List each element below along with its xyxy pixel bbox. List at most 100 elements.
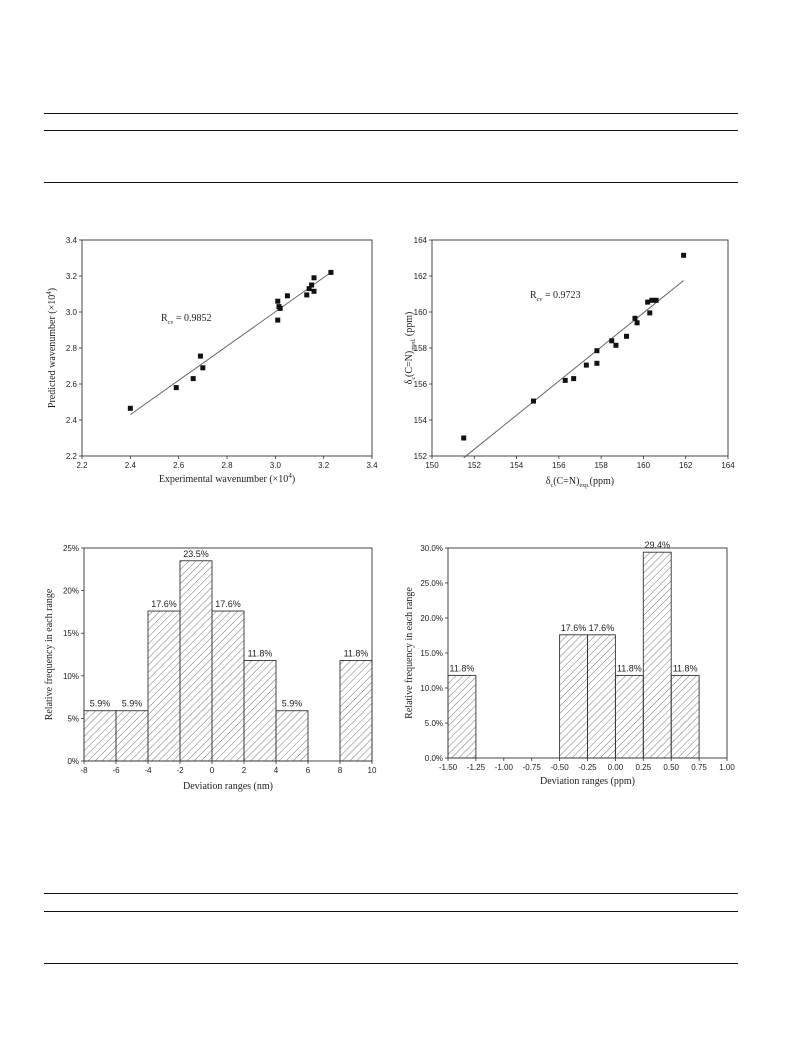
y-axis-label: Relative frequency in each range [404, 587, 415, 719]
data-point [309, 282, 315, 288]
x-axis-label-main: Experimental wavenumber (×10 [159, 474, 288, 485]
fit-line [130, 271, 332, 416]
histogram-bar [211, 610, 245, 762]
bar-value-label: 11.8% [344, 648, 369, 658]
x-tick-label: -1.00 [495, 763, 514, 772]
y-tick-label: 0% [67, 757, 79, 766]
y-tick-label: 2.6 [66, 380, 78, 389]
histogram-bar [670, 674, 700, 759]
bottom-rule-1 [44, 893, 738, 894]
r-symbol: R [161, 313, 168, 324]
bottom-rule-3 [44, 963, 738, 964]
histogram-shift-deviation: -1.50 -1.25 -1.00 -0.75 -0.50 -0.25 0.00 0.25 0.… [404, 540, 735, 787]
x-tick-label: 152 [468, 461, 482, 470]
data-point [197, 353, 203, 359]
histogram-bar [115, 710, 149, 762]
y-tick-label: 3.4 [66, 236, 78, 245]
x-tick-label: 162 [679, 461, 693, 470]
histogram-bar [642, 551, 672, 759]
y-tick-label: 20.0% [420, 614, 443, 623]
data-point [653, 297, 659, 303]
r-value: = 0.9723 [542, 290, 580, 301]
top-rule-2 [44, 130, 738, 131]
y-tick-label: 20% [63, 587, 79, 596]
y-tick-label: 0.0% [425, 754, 443, 763]
data-point [277, 305, 283, 311]
histogram-bar [147, 610, 181, 762]
data-point [328, 269, 334, 275]
r-subscript: cv [168, 320, 174, 326]
x-tick-label: 150 [425, 461, 439, 470]
x-tick-label: 4 [274, 766, 279, 775]
x-tick-label: 3.4 [366, 461, 378, 470]
y-tick-label: 2.2 [66, 452, 78, 461]
y-tick-label: 5% [67, 714, 79, 723]
y-tick-label: 5.0% [425, 719, 443, 728]
y-tick-label: 10.0% [420, 684, 443, 693]
data-point [624, 333, 630, 339]
x-tick-label: 156 [552, 461, 566, 470]
y-tick-label: 3.0 [66, 308, 78, 317]
x-tick-label: 10 [368, 766, 377, 775]
y-tick-label: 15% [63, 629, 79, 638]
panel-b-frame [431, 239, 729, 457]
data-point [275, 317, 281, 323]
data-point [583, 362, 589, 368]
data-point [530, 398, 536, 404]
bar-value-label: 11.8% [673, 663, 698, 673]
histogram-bar [243, 660, 277, 762]
data-point [634, 320, 640, 326]
bar-value-label: 11.8% [248, 648, 273, 658]
x-tick-label: 3.0 [270, 461, 282, 470]
x-tick-label: 2.4 [125, 461, 137, 470]
x-tick-label: 1.00 [719, 763, 735, 772]
data-point [613, 342, 619, 348]
y-axis-label-sub1: c [411, 377, 417, 380]
x-tick-label: 0 [210, 766, 215, 775]
x-axis-label-end: ) [292, 474, 295, 485]
y-axis-label-sub2: pred. [411, 338, 417, 351]
bar-value-label: 5.9% [122, 699, 143, 709]
x-tick-label: 158 [594, 461, 608, 470]
r-symbol: R [530, 290, 537, 301]
data-point [681, 252, 687, 258]
data-point [275, 298, 281, 304]
x-tick-label: 3.2 [318, 461, 330, 470]
y-axis-label: Relative frequency in each range [44, 588, 55, 720]
x-axis-label: δc(C=N)exp.(ppm) [546, 476, 614, 489]
x-tick-label: -1.25 [467, 763, 486, 772]
x-tick-label: 160 [637, 461, 651, 470]
x-axis-label-mid: (C=N) [553, 476, 579, 487]
y-axis-label-mid: (C=N) [404, 351, 415, 377]
data-point [306, 286, 312, 292]
bar-value-label: 17.6% [151, 599, 177, 609]
y-tick-label: 25.0% [420, 579, 443, 588]
bar-value-label: 17.6% [589, 623, 615, 633]
fit-line [463, 280, 684, 459]
x-axis-label: Deviation ranges (nm) [183, 781, 273, 792]
histogram-wavenumber-deviation: -8 -6 -4 -2 0 2 4 6 8 10 0% 5% 10% 15% 20% 25% 5.9% 5.9% 1… [44, 544, 377, 792]
x-tick-label: 164 [721, 461, 735, 470]
histogram-bar [83, 710, 117, 762]
x-tick-label: 0.50 [663, 763, 679, 772]
r-subscript: cv [537, 297, 543, 303]
x-tick-label: -2 [176, 766, 184, 775]
y-axis-label-end: (ppm) [404, 312, 415, 339]
y-tick-label: 2.4 [66, 416, 78, 425]
x-tick-label: -4 [144, 766, 152, 775]
data-point [200, 365, 206, 371]
data-point [632, 315, 638, 321]
x-axis-label-main: δ [546, 476, 551, 487]
x-tick-label: 2.6 [173, 461, 185, 470]
y-tick-label: 15.0% [420, 649, 443, 658]
x-tick-label: -8 [80, 766, 88, 775]
x-axis-label-sup: 4 [288, 472, 292, 480]
histogram-bar [447, 674, 477, 759]
y-axis-label: Predicted wavenumber (×104) [45, 288, 58, 408]
data-point [645, 299, 651, 305]
y-tick-label: 10% [63, 672, 79, 681]
x-tick-label: 154 [510, 461, 524, 470]
y-axis-label: δc(C=N)pred. (ppm) [404, 312, 417, 385]
x-axis-label: Deviation ranges (ppm) [540, 776, 635, 787]
r-value: = 0.9852 [173, 313, 211, 324]
